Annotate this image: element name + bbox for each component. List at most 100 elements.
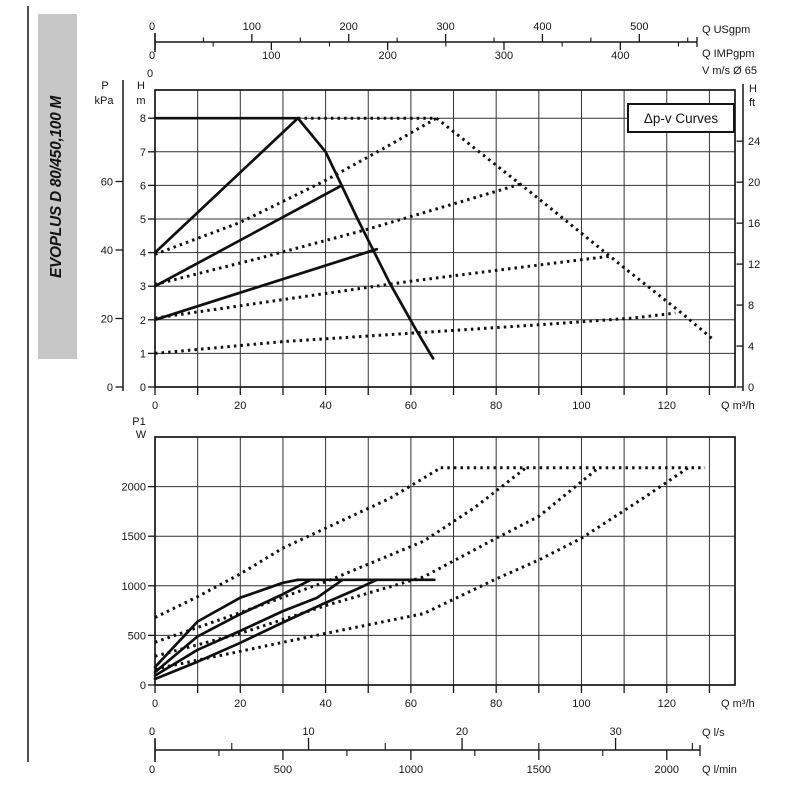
parallel-dpv-2-4m xyxy=(154,254,612,320)
ls-axis-unit: Q l/s xyxy=(702,727,725,739)
plot-frame xyxy=(154,89,736,388)
single-max-descent xyxy=(296,116,435,360)
w-axis-header: W xyxy=(136,429,147,441)
h-axis-header: H xyxy=(137,80,145,92)
x-tick-label: 0 xyxy=(152,400,158,412)
kpa-tick-label: 20 xyxy=(101,313,113,325)
h-tick-label: 2 xyxy=(140,315,146,327)
impgpm-tick-label: 400 xyxy=(611,50,629,62)
ft-tick-label: 8 xyxy=(748,300,754,312)
ls-tick-label: 0 xyxy=(149,726,155,738)
w-tick-label: 0 xyxy=(140,680,146,692)
h-tick-label: 6 xyxy=(140,180,146,192)
ft-tick-label: 0 xyxy=(748,382,754,394)
x-tick-label: 100 xyxy=(572,698,590,710)
impgpm-axis-unit: Q IMPgpm xyxy=(702,48,755,60)
h-tick-label: 8 xyxy=(140,113,146,125)
ft-axis-header: ft xyxy=(749,97,755,109)
power-chart: 0 20 40 60 80 100 120 Q m³/h0500100015002000P1W… xyxy=(122,416,755,776)
lmin-tick-label: 2000 xyxy=(655,764,679,776)
h-tick-label: 3 xyxy=(140,281,146,293)
single-dpv-3-6m xyxy=(153,184,344,288)
usgpm-tick-label: 100 xyxy=(243,21,261,33)
impgpm-tick-label: 300 xyxy=(495,50,513,62)
w-axis-header: P1 xyxy=(132,416,145,428)
ft-tick-label: 16 xyxy=(748,218,760,230)
lmin-tick-label: 1000 xyxy=(399,764,423,776)
lmin-tick-label: 0 xyxy=(149,764,155,776)
sidebar-rule xyxy=(27,6,29,762)
parallel-power-4 xyxy=(154,466,689,671)
head-chart: 0 20 40 60 80 100 120 Q m³/h012345678Hm0204060P… xyxy=(95,21,761,412)
plot-frame xyxy=(154,436,736,686)
usgpm-axis-unit: Q USgpm xyxy=(702,24,750,36)
parallel-dpv-1-2m xyxy=(154,311,676,355)
parallel-dpv-4-8m xyxy=(154,116,438,256)
x-tick-label: 0 xyxy=(152,698,158,710)
x-axis-unit: Q m³/h xyxy=(721,400,755,412)
x-tick-label: 60 xyxy=(405,698,417,710)
impgpm-tick-label: 100 xyxy=(262,50,280,62)
w-tick-label: 2000 xyxy=(122,482,146,494)
ls-tick-label: 10 xyxy=(302,726,314,738)
h-tick-label: 7 xyxy=(140,147,146,159)
kpa-axis-header: kPa xyxy=(95,95,115,107)
x-tick-label: 120 xyxy=(658,698,676,710)
x-tick-label: 40 xyxy=(319,698,331,710)
parallel-power-1 xyxy=(154,466,442,619)
parallel-power-2 xyxy=(154,466,527,644)
x-tick-label: 100 xyxy=(572,400,590,412)
kpa-axis-header: P xyxy=(101,80,108,92)
parallel-dpv-3-6m xyxy=(154,182,523,286)
x-tick-label: 120 xyxy=(658,400,676,412)
ft-tick-label: 20 xyxy=(748,177,760,189)
x-tick-label: 80 xyxy=(490,400,502,412)
usgpm-tick-label: 300 xyxy=(436,21,454,33)
w-tick-label: 1000 xyxy=(122,581,146,593)
x-tick-label: 20 xyxy=(234,698,246,710)
single-power-3 xyxy=(153,578,344,677)
w-tick-label: 1500 xyxy=(122,531,146,543)
kpa-tick-label: 0 xyxy=(107,382,113,394)
single-dpv-4-8m xyxy=(153,116,300,254)
x-axis-unit: Q m³/h xyxy=(721,698,755,710)
ft-tick-label: 24 xyxy=(748,136,760,148)
h-tick-label: 5 xyxy=(140,214,146,226)
x-tick-label: 20 xyxy=(234,400,246,412)
h-tick-label: 1 xyxy=(140,348,146,360)
w-tick-label: 500 xyxy=(128,630,146,642)
ft-tick-label: 4 xyxy=(748,341,754,353)
ft-tick-label: 12 xyxy=(748,259,760,271)
single-power-2 xyxy=(153,578,313,674)
h-tick-label: 4 xyxy=(140,248,146,260)
single-dpv-2-4m xyxy=(153,247,379,322)
ls-tick-label: 20 xyxy=(456,726,468,738)
velocity-axis-unit: V m/s Ø 65 xyxy=(702,65,757,77)
h-axis-header: m xyxy=(136,95,145,107)
product-title: EVOPLUS D 80/450,100 M xyxy=(48,95,65,279)
x-tick-label: 60 xyxy=(405,400,417,412)
impgpm-tick-label: 0 xyxy=(149,50,155,62)
h-tick-label: 0 xyxy=(140,382,146,394)
x-tick-label: 80 xyxy=(490,698,502,710)
lmin-tick-label: 500 xyxy=(274,764,292,776)
velocity-zero-label: 0 xyxy=(147,68,153,80)
parallel-power-3 xyxy=(154,466,600,658)
dpv-curves-annotation-box: Δp-v Curves xyxy=(627,103,735,133)
single-power-4 xyxy=(153,578,379,681)
kpa-tick-label: 40 xyxy=(101,245,113,257)
usgpm-tick-label: 500 xyxy=(630,21,648,33)
lmin-axis-unit: Q l/min xyxy=(702,764,737,776)
parallel-max-descent xyxy=(435,117,715,342)
impgpm-tick-label: 200 xyxy=(378,50,396,62)
kpa-tick-label: 60 xyxy=(101,176,113,188)
single-power-1 xyxy=(153,578,300,669)
ls-tick-label: 30 xyxy=(609,726,621,738)
ft-axis-header: H xyxy=(749,83,757,95)
dpv-curves-label: Δp-v Curves xyxy=(643,110,719,126)
lmin-tick-label: 1500 xyxy=(527,764,551,776)
usgpm-tick-label: 0 xyxy=(149,21,155,33)
usgpm-tick-label: 200 xyxy=(340,21,358,33)
